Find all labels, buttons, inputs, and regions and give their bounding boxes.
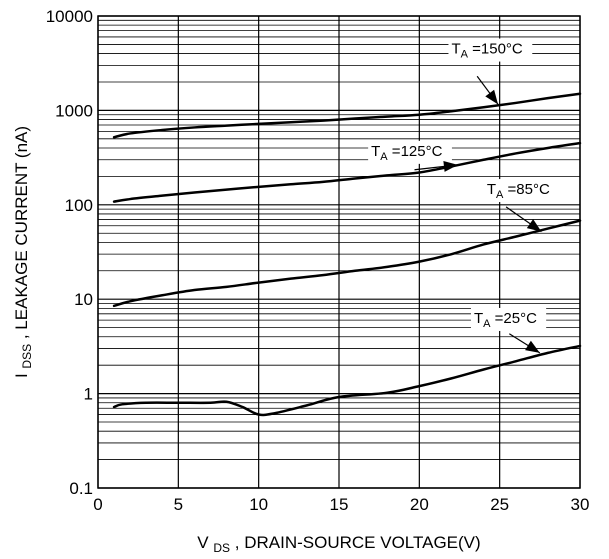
series-label-subscript: A [496, 189, 504, 201]
series-line-1 [112, 141, 582, 203]
series-label-subscript: A [380, 151, 388, 163]
y-tick-label: 1 [84, 385, 93, 404]
series-label: TA =85°C [487, 181, 550, 201]
series-line-3 [112, 344, 582, 417]
axis-tick-labels: 0 5 10 15 20 25 30 0.1 1 10 100 1000 10000 [46, 7, 590, 514]
series-line-2 [112, 219, 582, 308]
y-axis-label-subscript: DSS [20, 344, 34, 369]
series-label-main: T [487, 181, 496, 198]
x-axis-label-main: V [197, 533, 209, 552]
annotation-arrow-head [526, 219, 542, 232]
x-axis-label-suffix: , DRAIN-SOURCE VOLTAGE(V) [235, 533, 481, 552]
y-axis-label: I DSS , LEAKAGE CURRENT (nA) [12, 126, 35, 378]
y-axis-label-suffix: , LEAKAGE CURRENT (nA) [12, 126, 31, 339]
annotation-arrow-head [443, 160, 458, 172]
x-axis-label: V DS , DRAIN-SOURCE VOLTAGE(V) [197, 533, 480, 554]
series-label-background [368, 140, 452, 164]
series-lines [112, 92, 582, 417]
series-label-suffix: =125°C [388, 143, 443, 160]
series-label-background [470, 307, 547, 331]
series-label-background [448, 38, 533, 62]
y-tick-label: 1000 [55, 101, 93, 120]
x-tick-label: 20 [410, 495, 429, 514]
plot-frame [97, 15, 581, 489]
series-label-subscript: A [483, 318, 491, 330]
series-label-main: T [474, 310, 483, 327]
x-tick-label: 15 [330, 495, 349, 514]
x-tick-label: 10 [249, 495, 268, 514]
y-tick-label: 10000 [46, 7, 93, 26]
x-tick-label: 0 [93, 495, 102, 514]
series-label-suffix: =85°C [503, 181, 550, 198]
y-axis-label-main: I [12, 373, 31, 378]
series-label-main: T [451, 41, 460, 58]
series-label: TA =25°C [474, 310, 537, 330]
series-label: TA =150°C [451, 41, 522, 61]
series-annotations: TA =150°CTA =125°CTA =85°CTA =25°C [368, 38, 560, 354]
y-tick-label: 0.1 [69, 479, 93, 498]
grid-lines [97, 15, 581, 489]
y-tick-label: 100 [65, 196, 93, 215]
y-tick-label: 10 [74, 290, 93, 309]
series-label-subscript: A [461, 49, 469, 61]
series-label-main: T [371, 143, 380, 160]
series-label: TA =125°C [371, 143, 442, 163]
series-label-background [483, 179, 560, 203]
x-tick-label: 30 [571, 495, 590, 514]
series-label-suffix: =25°C [490, 310, 537, 327]
annotation-arrow-head [485, 89, 499, 105]
x-tick-label: 5 [174, 495, 183, 514]
annotation-arrow-head [525, 340, 540, 353]
x-axis-label-subscript: DS [213, 541, 230, 554]
series-label-suffix: =150°C [468, 41, 523, 58]
series-line-0 [112, 92, 582, 139]
x-tick-label: 25 [490, 495, 509, 514]
